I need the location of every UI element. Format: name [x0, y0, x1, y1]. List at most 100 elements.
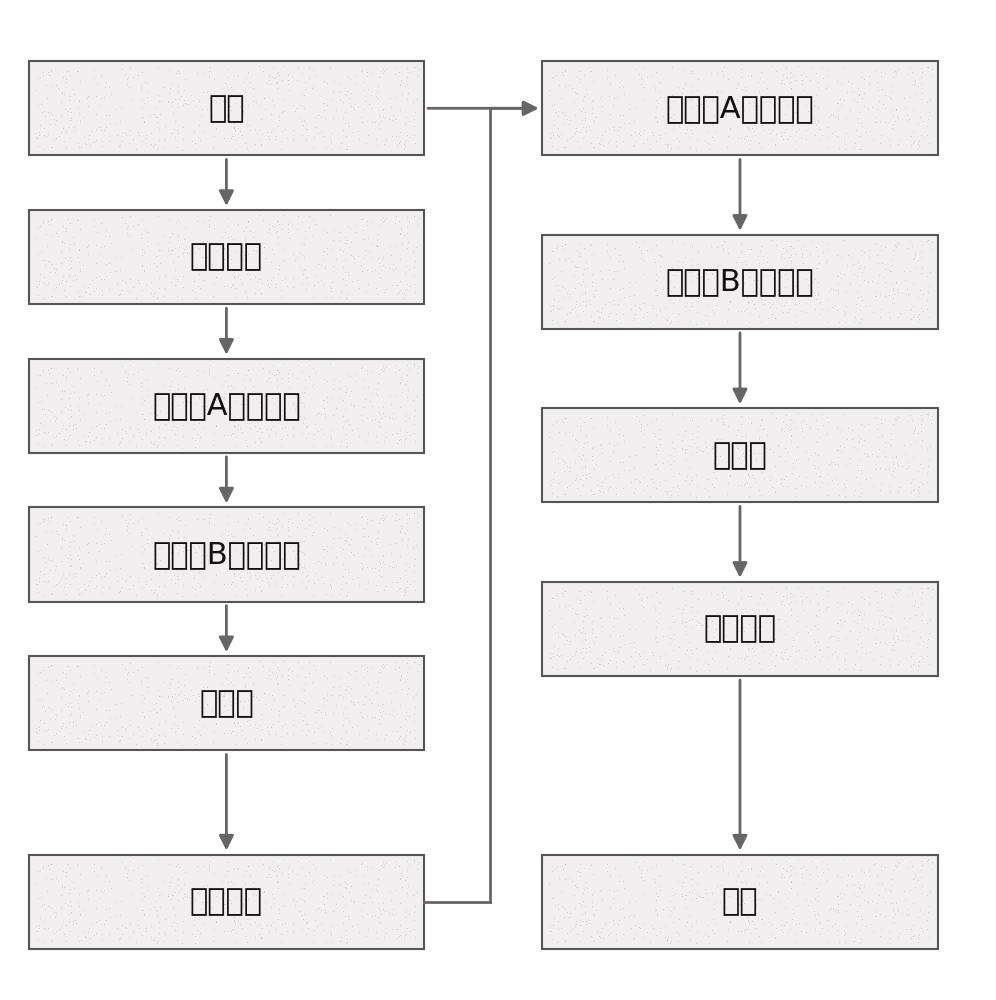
Point	[818, 427, 834, 443]
Point	[298, 419, 314, 435]
Point	[872, 656, 887, 672]
Point	[307, 365, 323, 381]
Point	[359, 262, 374, 278]
Point	[858, 298, 873, 314]
Point	[76, 724, 92, 740]
Point	[80, 246, 96, 262]
Point	[62, 725, 78, 741]
Point	[29, 278, 45, 294]
Point	[270, 86, 286, 102]
Point	[638, 651, 654, 667]
Point	[54, 877, 70, 893]
Point	[400, 680, 416, 696]
Point	[812, 468, 828, 484]
Point	[679, 914, 695, 930]
Point	[148, 100, 164, 116]
Point	[374, 251, 390, 267]
Point	[157, 579, 173, 595]
Point	[138, 278, 154, 294]
Point	[682, 313, 698, 329]
Point	[374, 363, 390, 379]
Point	[576, 620, 592, 636]
Point	[662, 447, 678, 463]
Point	[405, 564, 421, 580]
Point	[96, 238, 112, 254]
Point	[325, 84, 341, 100]
Point	[80, 428, 96, 444]
Point	[306, 140, 322, 156]
Point	[339, 584, 355, 600]
Point	[384, 261, 400, 277]
Point	[867, 456, 882, 472]
Point	[658, 932, 674, 948]
Point	[744, 293, 760, 309]
Point	[377, 210, 393, 226]
Point	[905, 481, 921, 497]
Point	[65, 718, 81, 734]
Point	[634, 79, 650, 95]
Point	[184, 579, 200, 595]
Point	[264, 92, 280, 108]
Point	[294, 544, 310, 560]
Point	[216, 241, 232, 257]
Point	[684, 431, 700, 447]
Point	[127, 290, 143, 306]
Point	[569, 590, 585, 606]
Point	[794, 420, 810, 436]
Point	[674, 85, 690, 101]
Point	[118, 720, 133, 736]
Point	[544, 138, 560, 154]
Point	[227, 717, 243, 733]
Point	[615, 107, 630, 123]
Point	[661, 282, 677, 298]
Point	[681, 438, 697, 454]
Point	[62, 513, 78, 529]
Point	[703, 585, 719, 601]
Point	[812, 926, 828, 942]
Point	[201, 860, 217, 876]
Point	[781, 249, 797, 265]
Point	[316, 95, 332, 111]
Point	[294, 395, 310, 411]
Point	[133, 81, 149, 97]
Point	[845, 249, 861, 265]
Point	[905, 251, 921, 267]
Point	[783, 65, 799, 81]
Point	[542, 918, 558, 934]
Point	[127, 141, 143, 157]
Point	[913, 606, 929, 622]
Point	[192, 925, 208, 941]
Point	[280, 72, 296, 88]
Point	[648, 892, 664, 908]
Point	[187, 432, 203, 448]
Point	[652, 431, 668, 447]
Point	[888, 448, 904, 464]
Point	[680, 460, 696, 476]
Point	[285, 366, 301, 382]
Point	[229, 217, 245, 233]
Point	[290, 505, 306, 521]
Point	[405, 912, 421, 928]
Point	[103, 681, 119, 697]
Point	[854, 635, 870, 651]
Point	[652, 89, 668, 105]
Point	[636, 439, 652, 455]
Point	[181, 96, 197, 112]
Point	[216, 670, 232, 686]
Point	[794, 596, 810, 612]
Point	[237, 528, 253, 544]
Point	[285, 97, 301, 113]
Point	[44, 436, 60, 452]
Point	[553, 647, 569, 663]
Point	[884, 914, 900, 930]
Point	[235, 251, 251, 267]
Point	[639, 862, 655, 878]
Point	[883, 84, 899, 100]
Point	[798, 891, 814, 907]
Point	[378, 132, 394, 148]
Point	[43, 212, 59, 228]
Point	[134, 406, 150, 422]
Point	[738, 256, 754, 272]
Point	[282, 230, 298, 246]
Point	[854, 416, 870, 432]
